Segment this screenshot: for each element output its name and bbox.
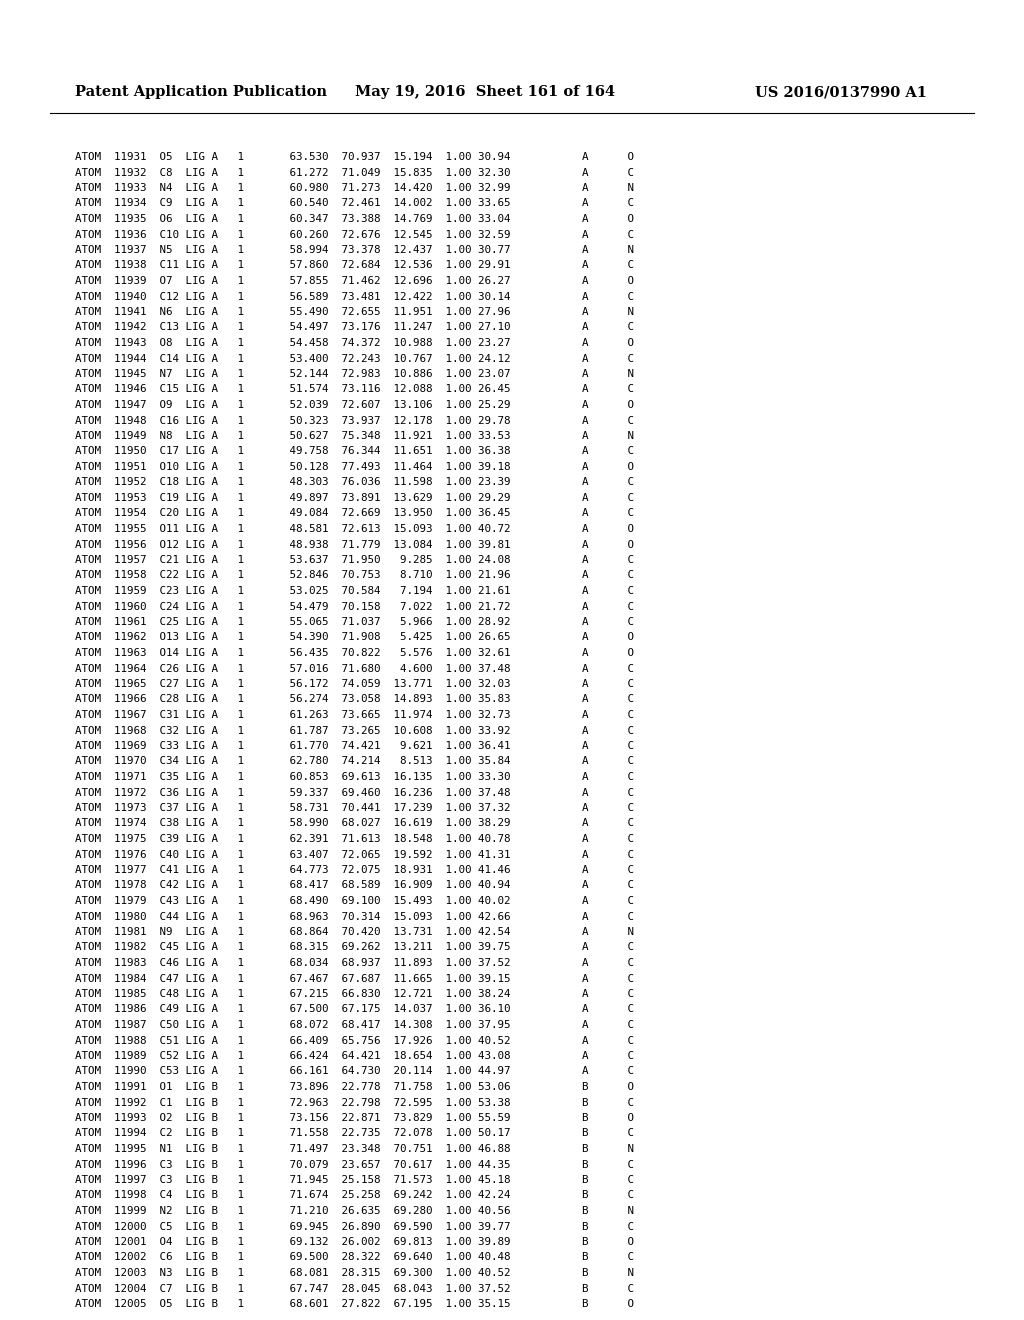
Text: ATOM  11975  C39 LIG A   1       62.391  71.613  18.548  1.00 40.78           A : ATOM 11975 C39 LIG A 1 62.391 71.613 18.…: [75, 834, 634, 843]
Text: ATOM  11991  O1  LIG B   1       73.896  22.778  71.758  1.00 53.06           B : ATOM 11991 O1 LIG B 1 73.896 22.778 71.7…: [75, 1082, 634, 1092]
Text: ATOM  11980  C44 LIG A   1       68.963  70.314  15.093  1.00 42.66           A : ATOM 11980 C44 LIG A 1 68.963 70.314 15.…: [75, 912, 634, 921]
Text: ATOM  11945  N7  LIG A   1       52.144  72.983  10.886  1.00 23.07           A : ATOM 11945 N7 LIG A 1 52.144 72.983 10.8…: [75, 370, 634, 379]
Text: ATOM  11963  O14 LIG A   1       56.435  70.822   5.576  1.00 32.61           A : ATOM 11963 O14 LIG A 1 56.435 70.822 5.5…: [75, 648, 634, 657]
Text: ATOM  11981  N9  LIG A   1       68.864  70.420  13.731  1.00 42.54           A : ATOM 11981 N9 LIG A 1 68.864 70.420 13.7…: [75, 927, 634, 937]
Text: ATOM  11990  C53 LIG A   1       66.161  64.730  20.114  1.00 44.97           A : ATOM 11990 C53 LIG A 1 66.161 64.730 20.…: [75, 1067, 634, 1077]
Text: ATOM  11961  C25 LIG A   1       55.065  71.037   5.966  1.00 28.92           A : ATOM 11961 C25 LIG A 1 55.065 71.037 5.9…: [75, 616, 634, 627]
Text: ATOM  11978  C42 LIG A   1       68.417  68.589  16.909  1.00 40.94           A : ATOM 11978 C42 LIG A 1 68.417 68.589 16.…: [75, 880, 634, 891]
Text: ATOM  11997  C3  LIG B   1       71.945  25.158  71.573  1.00 45.18           B : ATOM 11997 C3 LIG B 1 71.945 25.158 71.5…: [75, 1175, 634, 1185]
Text: ATOM  11970  C34 LIG A   1       62.780  74.214   8.513  1.00 35.84           A : ATOM 11970 C34 LIG A 1 62.780 74.214 8.5…: [75, 756, 634, 767]
Text: ATOM  11953  C19 LIG A   1       49.897  73.891  13.629  1.00 29.29           A : ATOM 11953 C19 LIG A 1 49.897 73.891 13.…: [75, 492, 634, 503]
Text: ATOM  11987  C50 LIG A   1       68.072  68.417  14.308  1.00 37.95           A : ATOM 11987 C50 LIG A 1 68.072 68.417 14.…: [75, 1020, 634, 1030]
Text: ATOM  11938  C11 LIG A   1       57.860  72.684  12.536  1.00 29.91           A : ATOM 11938 C11 LIG A 1 57.860 72.684 12.…: [75, 260, 634, 271]
Text: ATOM  11962  O13 LIG A   1       54.390  71.908   5.425  1.00 26.65           A : ATOM 11962 O13 LIG A 1 54.390 71.908 5.4…: [75, 632, 634, 643]
Text: ATOM  11943  O8  LIG A   1       54.458  74.372  10.988  1.00 23.27           A : ATOM 11943 O8 LIG A 1 54.458 74.372 10.9…: [75, 338, 634, 348]
Text: ATOM  11967  C31 LIG A   1       61.263  73.665  11.974  1.00 32.73           A : ATOM 11967 C31 LIG A 1 61.263 73.665 11.…: [75, 710, 634, 719]
Text: ATOM  11950  C17 LIG A   1       49.758  76.344  11.651  1.00 36.38           A : ATOM 11950 C17 LIG A 1 49.758 76.344 11.…: [75, 446, 634, 457]
Text: ATOM  11948  C16 LIG A   1       50.323  73.937  12.178  1.00 29.78           A : ATOM 11948 C16 LIG A 1 50.323 73.937 12.…: [75, 416, 634, 425]
Text: ATOM  11989  C52 LIG A   1       66.424  64.421  18.654  1.00 43.08           A : ATOM 11989 C52 LIG A 1 66.424 64.421 18.…: [75, 1051, 634, 1061]
Text: ATOM  12004  C7  LIG B   1       67.747  28.045  68.043  1.00 37.52           B : ATOM 12004 C7 LIG B 1 67.747 28.045 68.0…: [75, 1283, 634, 1294]
Text: ATOM  11935  O6  LIG A   1       60.347  73.388  14.769  1.00 33.04           A : ATOM 11935 O6 LIG A 1 60.347 73.388 14.7…: [75, 214, 634, 224]
Text: ATOM  11964  C26 LIG A   1       57.016  71.680   4.600  1.00 37.48           A : ATOM 11964 C26 LIG A 1 57.016 71.680 4.6…: [75, 664, 634, 673]
Text: ATOM  11998  C4  LIG B   1       71.674  25.258  69.242  1.00 42.24           B : ATOM 11998 C4 LIG B 1 71.674 25.258 69.2…: [75, 1191, 634, 1200]
Text: ATOM  11984  C47 LIG A   1       67.467  67.687  11.665  1.00 39.15           A : ATOM 11984 C47 LIG A 1 67.467 67.687 11.…: [75, 974, 634, 983]
Text: ATOM  11977  C41 LIG A   1       64.773  72.075  18.931  1.00 41.46           A : ATOM 11977 C41 LIG A 1 64.773 72.075 18.…: [75, 865, 634, 875]
Text: ATOM  11959  C23 LIG A   1       53.025  70.584   7.194  1.00 21.61           A : ATOM 11959 C23 LIG A 1 53.025 70.584 7.1…: [75, 586, 634, 597]
Text: ATOM  11960  C24 LIG A   1       54.479  70.158   7.022  1.00 21.72           A : ATOM 11960 C24 LIG A 1 54.479 70.158 7.0…: [75, 602, 634, 611]
Text: ATOM  11956  O12 LIG A   1       48.938  71.779  13.084  1.00 39.81           A : ATOM 11956 O12 LIG A 1 48.938 71.779 13.…: [75, 540, 634, 549]
Text: ATOM  11947  O9  LIG A   1       52.039  72.607  13.106  1.00 25.29           A : ATOM 11947 O9 LIG A 1 52.039 72.607 13.1…: [75, 400, 634, 411]
Text: ATOM  11985  C48 LIG A   1       67.215  66.830  12.721  1.00 38.24           A : ATOM 11985 C48 LIG A 1 67.215 66.830 12.…: [75, 989, 634, 999]
Text: ATOM  11995  N1  LIG B   1       71.497  23.348  70.751  1.00 46.88           B : ATOM 11995 N1 LIG B 1 71.497 23.348 70.7…: [75, 1144, 634, 1154]
Text: ATOM  11954  C20 LIG A   1       49.084  72.669  13.950  1.00 36.45           A : ATOM 11954 C20 LIG A 1 49.084 72.669 13.…: [75, 508, 634, 519]
Text: ATOM  11955  O11 LIG A   1       48.581  72.613  15.093  1.00 40.72           A : ATOM 11955 O11 LIG A 1 48.581 72.613 15.…: [75, 524, 634, 535]
Text: ATOM  11986  C49 LIG A   1       67.500  67.175  14.037  1.00 36.10           A : ATOM 11986 C49 LIG A 1 67.500 67.175 14.…: [75, 1005, 634, 1015]
Text: ATOM  11957  C21 LIG A   1       53.637  71.950   9.285  1.00 24.08           A : ATOM 11957 C21 LIG A 1 53.637 71.950 9.2…: [75, 554, 634, 565]
Text: ATOM  12005  O5  LIG B   1       68.601  27.822  67.195  1.00 35.15           B : ATOM 12005 O5 LIG B 1 68.601 27.822 67.1…: [75, 1299, 634, 1309]
Text: ATOM  11936  C10 LIG A   1       60.260  72.676  12.545  1.00 32.59           A : ATOM 11936 C10 LIG A 1 60.260 72.676 12.…: [75, 230, 634, 239]
Text: ATOM  11958  C22 LIG A   1       52.846  70.753   8.710  1.00 21.96           A : ATOM 11958 C22 LIG A 1 52.846 70.753 8.7…: [75, 570, 634, 581]
Text: ATOM  11933  N4  LIG A   1       60.980  71.273  14.420  1.00 32.99           A : ATOM 11933 N4 LIG A 1 60.980 71.273 14.4…: [75, 183, 634, 193]
Text: ATOM  11968  C32 LIG A   1       61.787  73.265  10.608  1.00 33.92           A : ATOM 11968 C32 LIG A 1 61.787 73.265 10.…: [75, 726, 634, 735]
Text: ATOM  11971  C35 LIG A   1       60.853  69.613  16.135  1.00 33.30           A : ATOM 11971 C35 LIG A 1 60.853 69.613 16.…: [75, 772, 634, 781]
Text: US 2016/0137990 A1: US 2016/0137990 A1: [755, 84, 927, 99]
Text: ATOM  11965  C27 LIG A   1       56.172  74.059  13.771  1.00 32.03           A : ATOM 11965 C27 LIG A 1 56.172 74.059 13.…: [75, 678, 634, 689]
Text: ATOM  11976  C40 LIG A   1       63.407  72.065  19.592  1.00 41.31           A : ATOM 11976 C40 LIG A 1 63.407 72.065 19.…: [75, 850, 634, 859]
Text: ATOM  11983  C46 LIG A   1       68.034  68.937  11.893  1.00 37.52           A : ATOM 11983 C46 LIG A 1 68.034 68.937 11.…: [75, 958, 634, 968]
Text: ATOM  11941  N6  LIG A   1       55.490  72.655  11.951  1.00 27.96           A : ATOM 11941 N6 LIG A 1 55.490 72.655 11.9…: [75, 308, 634, 317]
Text: ATOM  11952  C18 LIG A   1       48.303  76.036  11.598  1.00 23.39           A : ATOM 11952 C18 LIG A 1 48.303 76.036 11.…: [75, 478, 634, 487]
Text: ATOM  11949  N8  LIG A   1       50.627  75.348  11.921  1.00 33.53           A : ATOM 11949 N8 LIG A 1 50.627 75.348 11.9…: [75, 432, 634, 441]
Text: ATOM  11940  C12 LIG A   1       56.589  73.481  12.422  1.00 30.14           A : ATOM 11940 C12 LIG A 1 56.589 73.481 12.…: [75, 292, 634, 301]
Text: ATOM  11946  C15 LIG A   1       51.574  73.116  12.088  1.00 26.45           A : ATOM 11946 C15 LIG A 1 51.574 73.116 12.…: [75, 384, 634, 395]
Text: ATOM  11988  C51 LIG A   1       66.409  65.756  17.926  1.00 40.52           A : ATOM 11988 C51 LIG A 1 66.409 65.756 17.…: [75, 1035, 634, 1045]
Text: ATOM  11979  C43 LIG A   1       68.490  69.100  15.493  1.00 40.02           A : ATOM 11979 C43 LIG A 1 68.490 69.100 15.…: [75, 896, 634, 906]
Text: ATOM  11982  C45 LIG A   1       68.315  69.262  13.211  1.00 39.75           A : ATOM 11982 C45 LIG A 1 68.315 69.262 13.…: [75, 942, 634, 953]
Text: ATOM  11972  C36 LIG A   1       59.337  69.460  16.236  1.00 37.48           A : ATOM 11972 C36 LIG A 1 59.337 69.460 16.…: [75, 788, 634, 797]
Text: ATOM  11973  C37 LIG A   1       58.731  70.441  17.239  1.00 37.32           A : ATOM 11973 C37 LIG A 1 58.731 70.441 17.…: [75, 803, 634, 813]
Text: ATOM  11993  O2  LIG B   1       73.156  22.871  73.829  1.00 55.59           B : ATOM 11993 O2 LIG B 1 73.156 22.871 73.8…: [75, 1113, 634, 1123]
Text: ATOM  12003  N3  LIG B   1       68.081  28.315  69.300  1.00 40.52           B : ATOM 12003 N3 LIG B 1 68.081 28.315 69.3…: [75, 1269, 634, 1278]
Text: May 19, 2016  Sheet 161 of 164: May 19, 2016 Sheet 161 of 164: [355, 84, 615, 99]
Text: ATOM  11934  C9  LIG A   1       60.540  72.461  14.002  1.00 33.65           A : ATOM 11934 C9 LIG A 1 60.540 72.461 14.0…: [75, 198, 634, 209]
Text: Patent Application Publication: Patent Application Publication: [75, 84, 327, 99]
Text: ATOM  11999  N2  LIG B   1       71.210  26.635  69.280  1.00 40.56           B : ATOM 11999 N2 LIG B 1 71.210 26.635 69.2…: [75, 1206, 634, 1216]
Text: ATOM  11931  O5  LIG A   1       63.530  70.937  15.194  1.00 30.94           A : ATOM 11931 O5 LIG A 1 63.530 70.937 15.1…: [75, 152, 634, 162]
Text: ATOM  11937  N5  LIG A   1       58.994  73.378  12.437  1.00 30.77           A : ATOM 11937 N5 LIG A 1 58.994 73.378 12.4…: [75, 246, 634, 255]
Text: ATOM  11944  C14 LIG A   1       53.400  72.243  10.767  1.00 24.12           A : ATOM 11944 C14 LIG A 1 53.400 72.243 10.…: [75, 354, 634, 363]
Text: ATOM  12001  O4  LIG B   1       69.132  26.002  69.813  1.00 39.89           B : ATOM 12001 O4 LIG B 1 69.132 26.002 69.8…: [75, 1237, 634, 1247]
Text: ATOM  11932  C8  LIG A   1       61.272  71.049  15.835  1.00 32.30           A : ATOM 11932 C8 LIG A 1 61.272 71.049 15.8…: [75, 168, 634, 177]
Text: ATOM  11942  C13 LIG A   1       54.497  73.176  11.247  1.00 27.10           A : ATOM 11942 C13 LIG A 1 54.497 73.176 11.…: [75, 322, 634, 333]
Text: ATOM  11939  O7  LIG A   1       57.855  71.462  12.696  1.00 26.27           A : ATOM 11939 O7 LIG A 1 57.855 71.462 12.6…: [75, 276, 634, 286]
Text: ATOM  11969  C33 LIG A   1       61.770  74.421   9.621  1.00 36.41           A : ATOM 11969 C33 LIG A 1 61.770 74.421 9.6…: [75, 741, 634, 751]
Text: ATOM  11951  O10 LIG A   1       50.128  77.493  11.464  1.00 39.18           A : ATOM 11951 O10 LIG A 1 50.128 77.493 11.…: [75, 462, 634, 473]
Text: ATOM  12000  C5  LIG B   1       69.945  26.890  69.590  1.00 39.77           B : ATOM 12000 C5 LIG B 1 69.945 26.890 69.5…: [75, 1221, 634, 1232]
Text: ATOM  11992  C1  LIG B   1       72.963  22.798  72.595  1.00 53.38           B : ATOM 11992 C1 LIG B 1 72.963 22.798 72.5…: [75, 1097, 634, 1107]
Text: ATOM  11996  C3  LIG B   1       70.079  23.657  70.617  1.00 44.35           B : ATOM 11996 C3 LIG B 1 70.079 23.657 70.6…: [75, 1159, 634, 1170]
Text: ATOM  11994  C2  LIG B   1       71.558  22.735  72.078  1.00 50.17           B : ATOM 11994 C2 LIG B 1 71.558 22.735 72.0…: [75, 1129, 634, 1138]
Text: ATOM  11974  C38 LIG A   1       58.990  68.027  16.619  1.00 38.29           A : ATOM 11974 C38 LIG A 1 58.990 68.027 16.…: [75, 818, 634, 829]
Text: ATOM  11966  C28 LIG A   1       56.274  73.058  14.893  1.00 35.83           A : ATOM 11966 C28 LIG A 1 56.274 73.058 14.…: [75, 694, 634, 705]
Text: ATOM  12002  C6  LIG B   1       69.500  28.322  69.640  1.00 40.48           B : ATOM 12002 C6 LIG B 1 69.500 28.322 69.6…: [75, 1253, 634, 1262]
